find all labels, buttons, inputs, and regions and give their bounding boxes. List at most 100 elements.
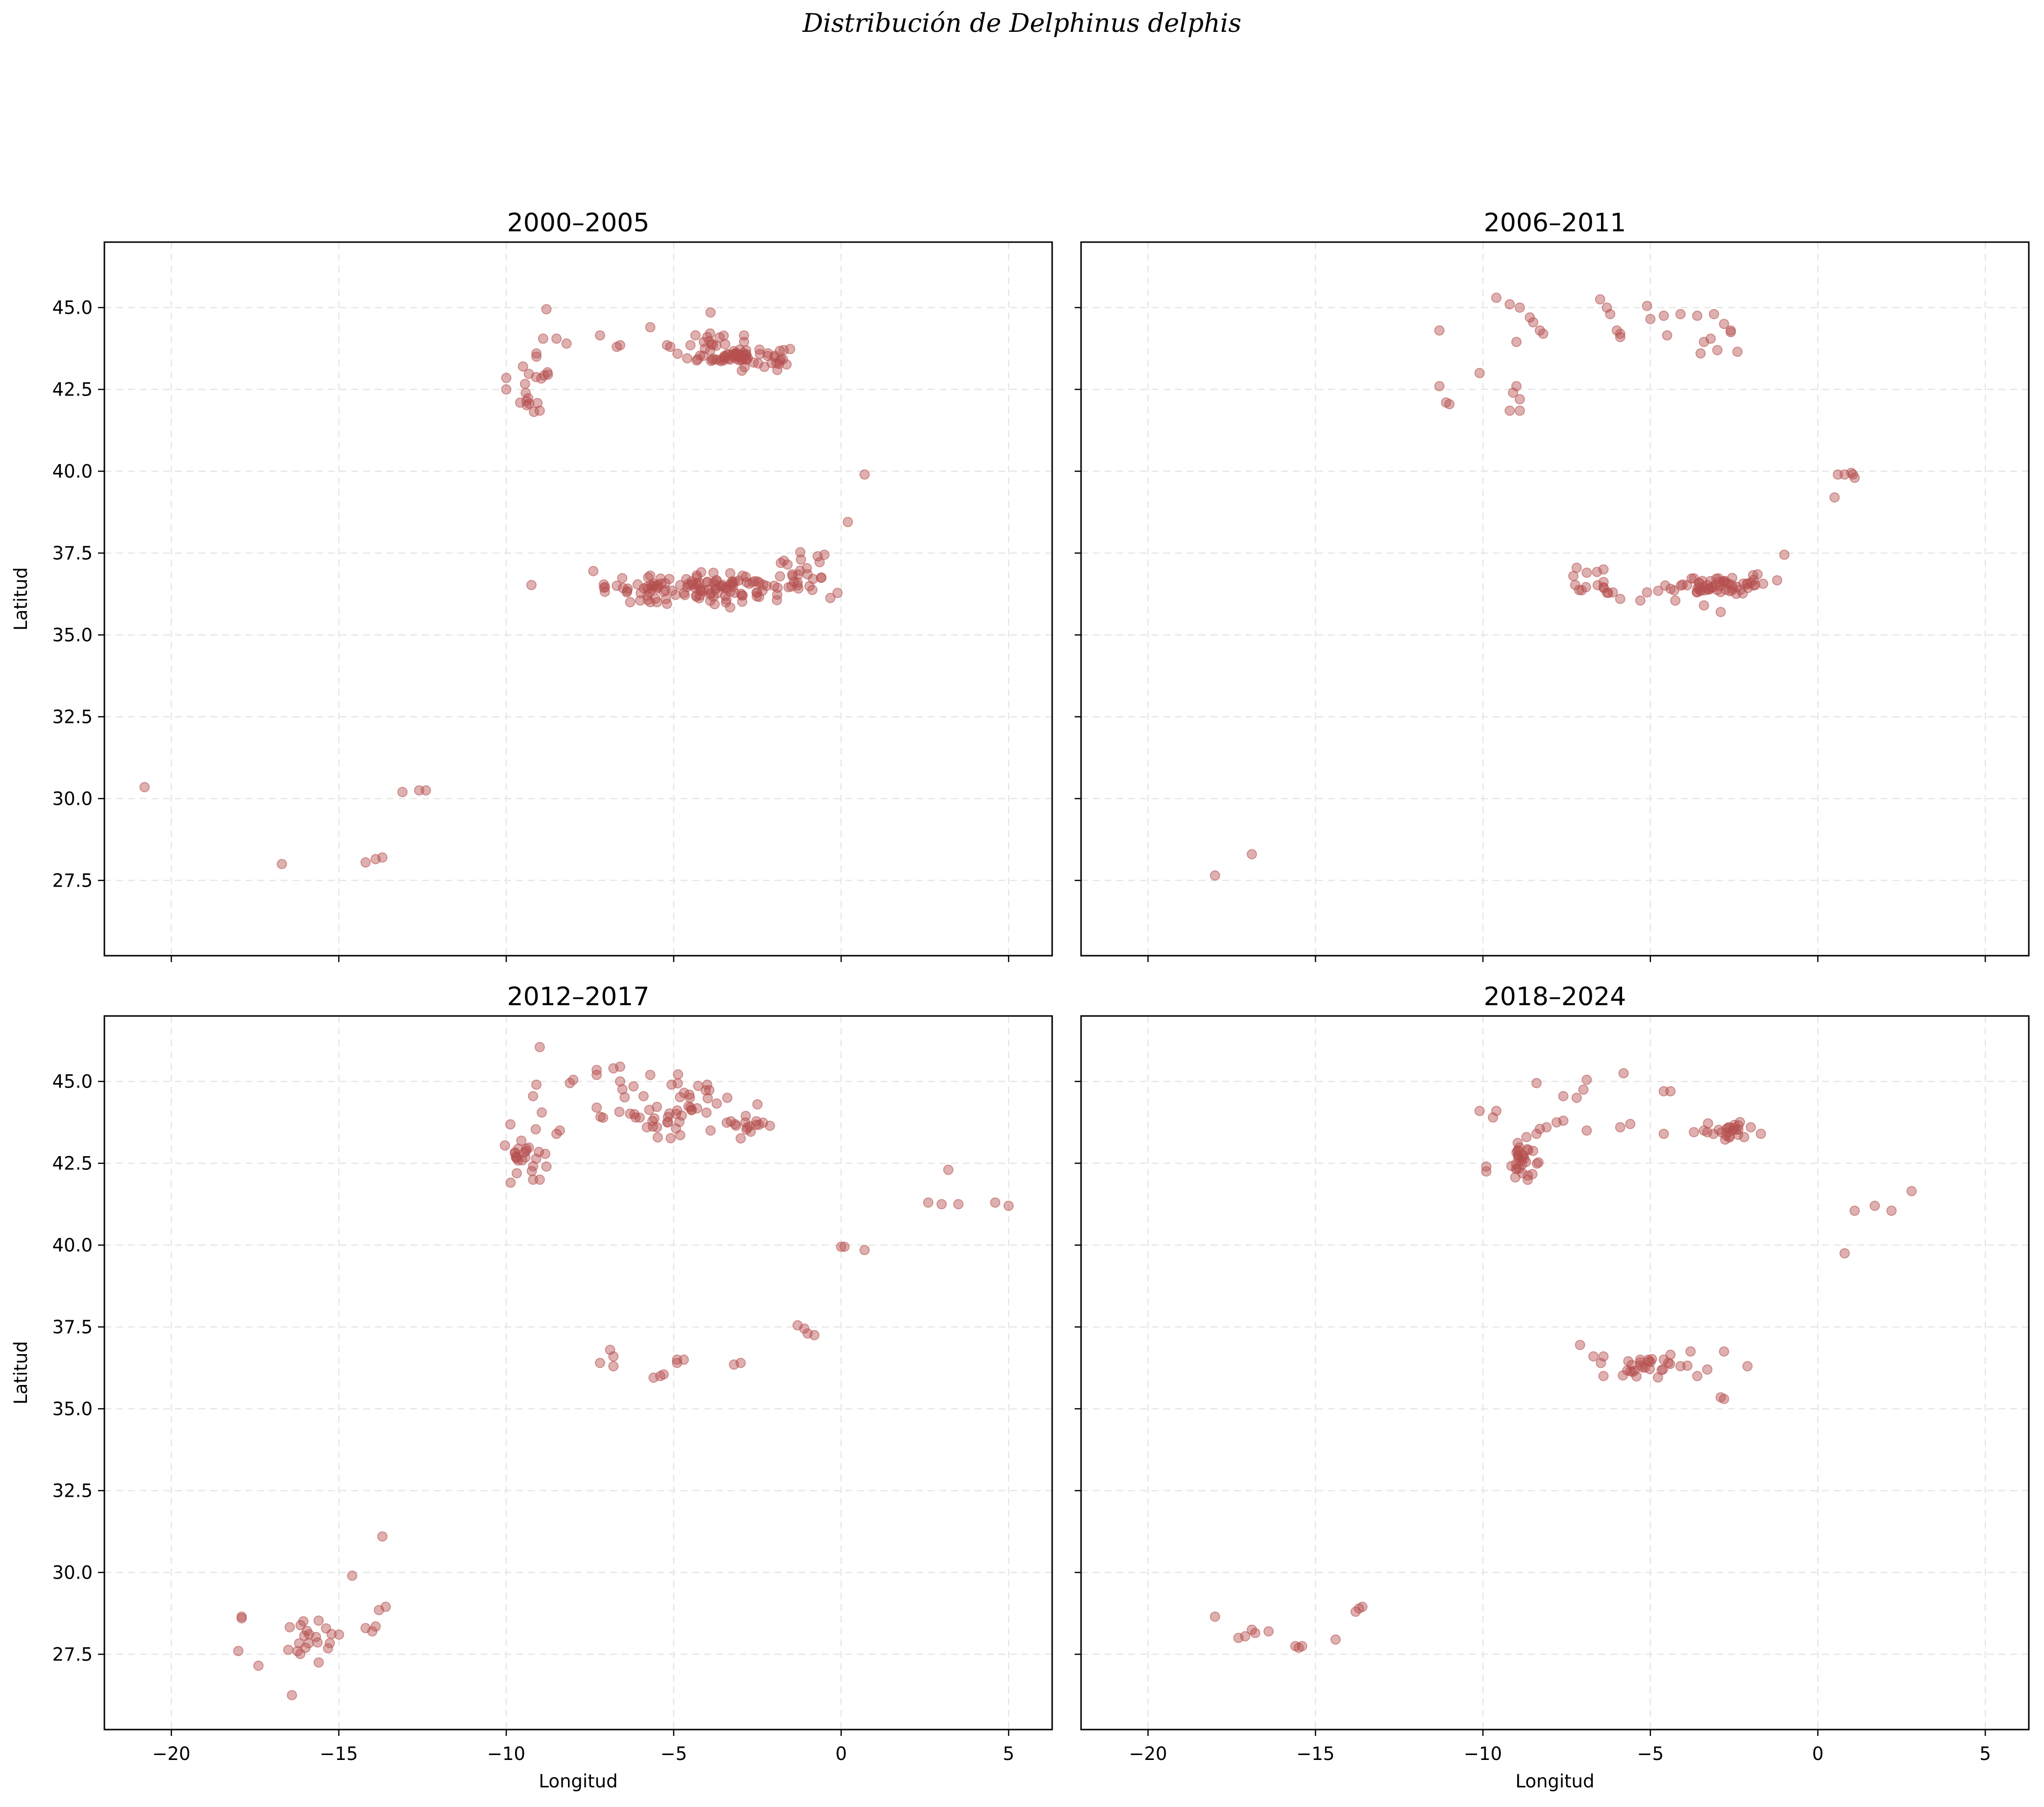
data-point bbox=[1692, 587, 1702, 598]
data-point bbox=[1645, 314, 1656, 324]
data-point bbox=[739, 337, 749, 347]
y-tick-label: 42.5 bbox=[52, 379, 93, 400]
data-point bbox=[1598, 564, 1609, 575]
data-point bbox=[705, 595, 715, 606]
data-point bbox=[615, 1076, 625, 1087]
subplot-2: 2006–2011 bbox=[1075, 208, 2030, 962]
data-point bbox=[708, 568, 719, 578]
data-point bbox=[641, 1122, 652, 1133]
data-point bbox=[1719, 319, 1729, 329]
data-point bbox=[499, 1140, 510, 1151]
y-tick-label: 45.0 bbox=[52, 297, 93, 319]
data-point bbox=[1665, 1349, 1676, 1360]
data-point bbox=[832, 588, 843, 598]
data-point bbox=[754, 344, 765, 355]
subplot-title: 2006–2011 bbox=[1484, 208, 1626, 238]
data-point bbox=[1702, 1127, 1713, 1138]
data-point bbox=[859, 1245, 870, 1256]
data-point bbox=[1615, 1122, 1625, 1133]
data-point bbox=[678, 588, 689, 598]
data-point bbox=[1719, 1393, 1729, 1404]
data-point bbox=[674, 1116, 685, 1127]
data-point bbox=[612, 342, 622, 352]
data-point bbox=[1642, 587, 1652, 598]
y-tick-label: 32.5 bbox=[52, 1480, 93, 1501]
data-point bbox=[720, 597, 731, 608]
x-tick-label: −15 bbox=[320, 1743, 358, 1764]
data-point bbox=[1635, 1354, 1646, 1365]
figure-title: Distribución de Delphinus delphis bbox=[802, 9, 1242, 38]
data-point bbox=[1695, 348, 1706, 359]
data-point bbox=[1849, 1205, 1860, 1216]
data-point bbox=[704, 1085, 714, 1095]
data-point bbox=[301, 1626, 312, 1636]
data-point bbox=[652, 1132, 663, 1143]
data-point bbox=[953, 1199, 964, 1210]
data-point bbox=[541, 304, 552, 315]
data-point bbox=[1558, 1091, 1569, 1102]
data-point bbox=[1712, 345, 1723, 355]
markers bbox=[1209, 1068, 1917, 1653]
data-point bbox=[665, 342, 676, 352]
data-point bbox=[795, 547, 806, 558]
data-point bbox=[1512, 1145, 1523, 1156]
data-point bbox=[1622, 1365, 1633, 1376]
data-point bbox=[802, 569, 813, 580]
data-point bbox=[758, 1117, 768, 1128]
y-tick-label: 37.5 bbox=[52, 543, 93, 564]
data-point bbox=[1708, 1129, 1719, 1139]
data-point bbox=[1514, 302, 1525, 313]
data-point bbox=[1829, 492, 1840, 503]
data-point bbox=[701, 1107, 712, 1118]
data-point bbox=[672, 1354, 683, 1365]
data-point bbox=[253, 1660, 264, 1671]
y-axis-label: Latitud bbox=[10, 567, 31, 631]
data-point bbox=[672, 348, 683, 359]
data-point bbox=[380, 1602, 391, 1612]
data-point bbox=[294, 1638, 304, 1649]
data-point bbox=[630, 1112, 641, 1123]
data-point bbox=[1531, 1158, 1542, 1169]
data-point bbox=[1779, 549, 1790, 560]
data-point bbox=[1354, 1603, 1364, 1614]
data-point bbox=[501, 372, 512, 383]
data-point bbox=[1574, 585, 1584, 595]
data-point bbox=[1247, 849, 1257, 860]
subplot-4: −20 −15 −10 −5 0 5 2018–2024 Longitud bbox=[1075, 982, 2030, 1792]
data-point bbox=[772, 589, 783, 600]
data-point bbox=[367, 1626, 378, 1637]
data-point bbox=[682, 353, 692, 364]
data-point bbox=[1003, 1200, 1014, 1211]
data-point bbox=[1568, 570, 1579, 581]
data-point bbox=[739, 362, 750, 372]
data-point bbox=[1675, 1361, 1686, 1372]
data-point bbox=[295, 1649, 306, 1659]
data-point bbox=[1653, 586, 1664, 596]
data-point bbox=[731, 353, 741, 364]
plot-frame bbox=[103, 241, 1053, 957]
data-point bbox=[1685, 1346, 1696, 1357]
data-point bbox=[836, 1241, 846, 1252]
data-point bbox=[591, 1069, 602, 1080]
data-point bbox=[1675, 580, 1686, 591]
data-point bbox=[551, 333, 562, 344]
data-point bbox=[511, 1151, 521, 1162]
data-point bbox=[1615, 594, 1625, 604]
data-point bbox=[1514, 394, 1525, 405]
data-point bbox=[741, 577, 752, 588]
data-point bbox=[1523, 1170, 1533, 1181]
data-point bbox=[712, 1098, 722, 1109]
data-point bbox=[1725, 327, 1736, 338]
x-axis-label: Longitud bbox=[539, 1771, 617, 1792]
x-tick-label: −5 bbox=[660, 1743, 687, 1764]
data-point bbox=[638, 1091, 649, 1102]
data-point bbox=[1692, 1371, 1702, 1382]
y-tick-label: 40.0 bbox=[52, 1235, 93, 1256]
data-point bbox=[621, 587, 632, 598]
x-tick-label: 5 bbox=[1003, 1743, 1014, 1764]
data-point bbox=[683, 579, 693, 590]
data-point bbox=[617, 573, 628, 584]
data-point bbox=[303, 1638, 314, 1649]
data-point bbox=[1658, 310, 1669, 321]
data-point bbox=[736, 589, 746, 599]
